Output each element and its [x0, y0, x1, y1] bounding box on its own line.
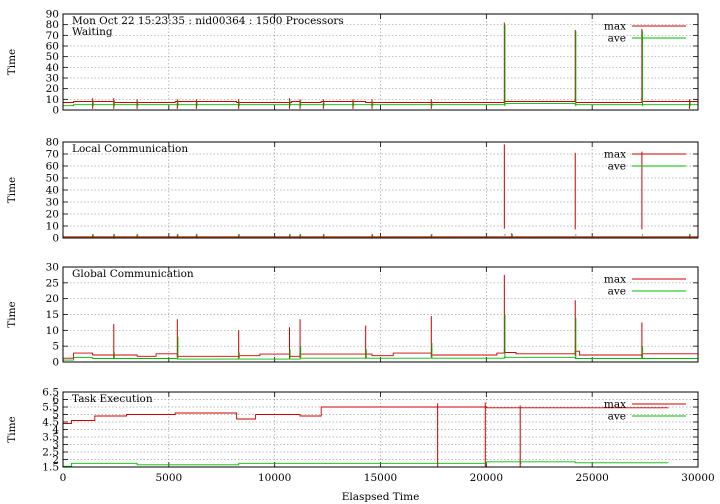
panel-title: Waiting [72, 26, 113, 38]
series-line-ave [63, 356, 698, 361]
y-tick-label: 5 [52, 409, 59, 421]
y-tick-label: 70 [46, 149, 59, 161]
y-tick-label: 5.5 [42, 402, 59, 414]
y-tick-label: 40 [46, 62, 59, 74]
x-tick-label: 10000 [258, 472, 291, 484]
y-axis-label: Time [6, 49, 18, 76]
y-tick-label: 50 [46, 173, 59, 185]
y-tick-label: 5 [52, 341, 59, 353]
y-tick-label: 2 [52, 454, 59, 466]
y-tick-label: 4 [52, 424, 59, 436]
chart-header: Mon Oct 22 15:23:35 : nid00364 : 1500 Pr… [72, 15, 344, 27]
plot-area [63, 274, 698, 361]
x-tick-label: 30000 [681, 472, 714, 484]
y-axis-label: Time [6, 177, 18, 204]
y-tick-label: 10 [46, 325, 59, 337]
legend-label-ave: ave [608, 286, 626, 298]
panel-title: Task Execution [72, 393, 153, 405]
y-axis-label: Time [6, 416, 18, 443]
series-line-max [63, 350, 698, 359]
y-tick-label: 6 [52, 394, 59, 406]
legend-label-max: max [604, 21, 626, 33]
y-tick-label: 60 [46, 161, 59, 173]
plot-frame [62, 141, 699, 239]
y-tick-label: 10 [46, 94, 59, 106]
y-tick-label: 80 [46, 19, 59, 31]
legend-label-max: max [604, 274, 626, 286]
panel-title: Local Communication [72, 143, 188, 155]
plot-frame [62, 13, 699, 111]
panel-title: Global Communication [72, 268, 194, 280]
y-tick-label: 3 [52, 439, 59, 451]
legend-label-ave: ave [608, 411, 626, 423]
y-tick-label: 20 [46, 293, 59, 305]
y-tick-label: 80 [46, 137, 59, 149]
panel-4: 1.522.533.544.555.566.5 0 5000 10000 15000 20… [6, 387, 715, 504]
legend-label-max: max [604, 149, 626, 161]
y-tick-label: 40 [46, 185, 59, 197]
y-tick-label: 2.5 [42, 447, 59, 459]
y-tick-label: 3.5 [42, 432, 59, 444]
plot-area [63, 22, 698, 109]
legend-label-max: max [604, 399, 626, 411]
series-line-max [63, 406, 669, 424]
x-tick-label: 25000 [575, 472, 608, 484]
y-tick-label: 50 [46, 51, 59, 63]
y-tick-label: 60 [46, 41, 59, 53]
x-tick-label: 5000 [155, 472, 182, 484]
legend-label-ave: ave [608, 33, 626, 45]
y-tick-label: 30 [46, 262, 59, 274]
y-tick-label: 20 [46, 83, 59, 95]
y-tick-label: 4.5 [42, 417, 59, 429]
y-tick-label: 30 [46, 73, 59, 85]
plot-frame [62, 266, 699, 363]
y-tick-label: 15 [46, 309, 59, 321]
y-tick-label: 1.5 [42, 462, 59, 474]
x-tick-label: 20000 [470, 472, 503, 484]
series-line-ave [63, 461, 669, 467]
x-axis-label: Elaspsed Time [342, 491, 420, 503]
y-tick-label: 6.5 [42, 387, 59, 399]
plot-frame [62, 391, 699, 468]
y-tick-label: 30 [46, 197, 59, 209]
y-tick-label: 20 [46, 209, 59, 221]
y-tick-label: 10 [46, 221, 59, 233]
y-tick-label: 0 [52, 105, 59, 117]
y-tick-label: 0 [52, 233, 59, 245]
y-tick-label: 90 [46, 9, 59, 21]
y-axis-label: Time [6, 301, 18, 328]
series-line-ave [63, 103, 698, 107]
x-tick-label: 0 [60, 472, 67, 484]
y-tick-label: 70 [46, 30, 59, 42]
y-tick-label: 0 [52, 357, 59, 369]
x-tick-label: 15000 [364, 472, 397, 484]
legend-label-ave: ave [608, 161, 626, 173]
plot-area [63, 402, 669, 467]
y-tick-label: 25 [46, 277, 59, 289]
